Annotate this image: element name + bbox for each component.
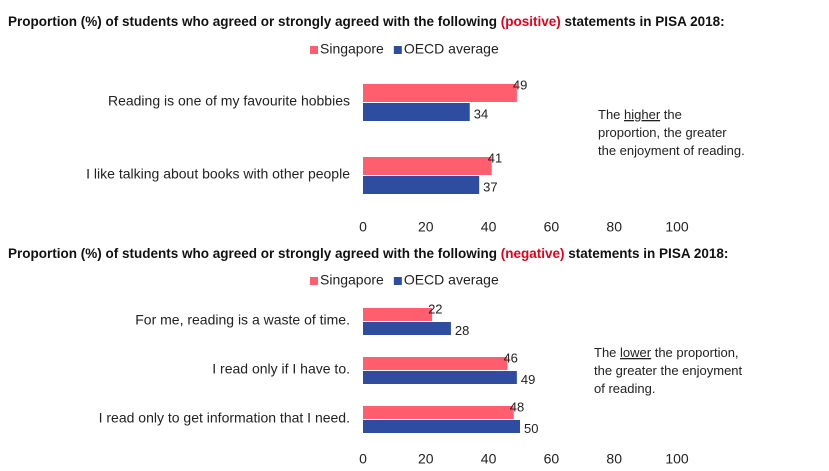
chart: Proportion (%) of students who agreed or… xyxy=(8,14,745,235)
legend-label: Singapore xyxy=(320,272,384,288)
chart-title: Proportion (%) of students who agreed or… xyxy=(8,246,728,261)
x-tick-label: 100 xyxy=(665,451,689,467)
x-tick-label: 60 xyxy=(544,451,560,467)
title-part: statements in PISA 2018: xyxy=(561,14,725,29)
legend-label: OECD average xyxy=(404,41,499,57)
title-part: Proportion (%) of students who agreed or… xyxy=(8,14,501,29)
annotation-part: the enjoyment of reading. xyxy=(598,143,745,158)
title-part: (positive) xyxy=(501,14,561,29)
x-tick-label: 40 xyxy=(481,451,497,467)
annotation-part: of reading. xyxy=(594,381,655,396)
value-label: 49 xyxy=(513,77,527,92)
annotation-part: The xyxy=(594,345,620,360)
annotation-part: proportion, the greater xyxy=(598,125,727,140)
legend-swatch xyxy=(393,46,402,54)
annotation-part: higher xyxy=(624,107,661,122)
annotation: proportion, the greater xyxy=(598,125,727,140)
bar xyxy=(363,176,480,194)
category-label: I read only if I have to. xyxy=(212,361,350,377)
title-part: Proportion (%) of students who agreed or… xyxy=(8,246,501,261)
x-tick-label: 100 xyxy=(665,219,689,235)
value-label: 50 xyxy=(524,421,538,436)
annotation-part: the xyxy=(660,107,682,122)
x-tick-label: 60 xyxy=(544,219,560,235)
value-label: 46 xyxy=(503,350,517,365)
x-tick-label: 20 xyxy=(418,219,434,235)
annotation: of reading. xyxy=(594,381,655,396)
category-label: I read only to get information that I ne… xyxy=(99,410,350,426)
chart-title: Proportion (%) of students who agreed or… xyxy=(8,14,725,29)
x-tick-label: 80 xyxy=(606,451,622,467)
value-label: 28 xyxy=(455,323,469,338)
legend-swatch xyxy=(393,277,402,285)
legend-label: OECD average xyxy=(404,272,499,288)
annotation-part: The xyxy=(598,107,624,122)
title-part: (negative) xyxy=(501,246,565,261)
bar xyxy=(363,420,520,433)
x-tick-label: 0 xyxy=(359,451,367,467)
chart: Proportion (%) of students who agreed or… xyxy=(8,246,743,467)
value-label: 22 xyxy=(428,301,442,316)
bar xyxy=(363,84,517,102)
bar xyxy=(363,103,470,121)
bar xyxy=(363,406,514,419)
bar xyxy=(363,371,517,384)
legend-swatch xyxy=(310,46,318,54)
x-tick-label: 80 xyxy=(606,219,622,235)
value-label: 37 xyxy=(483,179,497,194)
annotation: the enjoyment of reading. xyxy=(598,143,745,158)
bar xyxy=(363,308,433,321)
annotation: the greater the enjoyment xyxy=(594,363,743,378)
category-label: For me, reading is a waste of time. xyxy=(135,312,350,328)
value-label: 34 xyxy=(474,106,488,121)
bar xyxy=(363,157,492,175)
title-part: statements in PISA 2018: xyxy=(565,246,729,261)
value-label: 49 xyxy=(521,372,535,387)
value-label: 41 xyxy=(488,150,502,165)
annotation-part: the proportion, xyxy=(651,345,738,360)
x-tick-label: 40 xyxy=(481,219,497,235)
value-label: 48 xyxy=(510,399,524,414)
x-tick-label: 20 xyxy=(418,451,434,467)
x-tick-label: 0 xyxy=(359,219,367,235)
category-label: I like talking about books with other pe… xyxy=(86,166,350,182)
legend-swatch xyxy=(310,277,318,285)
annotation-part: the greater the enjoyment xyxy=(594,363,743,378)
annotation: The higher the xyxy=(598,107,682,122)
bar xyxy=(363,322,451,335)
legend-label: Singapore xyxy=(320,41,384,57)
annotation-part: lower xyxy=(620,345,652,360)
bar xyxy=(363,357,508,370)
annotation: The lower the proportion, xyxy=(594,345,739,360)
category-label: Reading is one of my favourite hobbies xyxy=(108,93,350,109)
